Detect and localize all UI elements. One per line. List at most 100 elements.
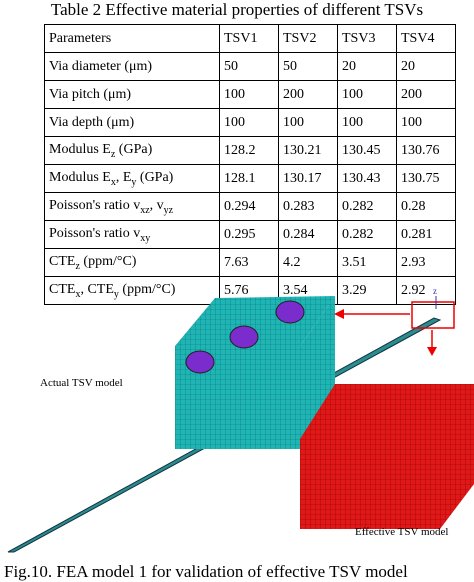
axis-label: z (433, 286, 437, 296)
table-cell: Modulus Ez (GPa) (44, 136, 220, 165)
table-cell: TSV4 (396, 24, 456, 53)
table-row: Modulus Ez (GPa) 128.2 130.21 130.45 130.76 (44, 136, 456, 165)
table-cell: 130.21 (278, 136, 338, 165)
table-cell: 2.93 (396, 248, 456, 277)
cell-text: Parameters (49, 30, 112, 46)
cell-text: Poisson's ratio v (49, 197, 141, 213)
table-cell: 7.63 (219, 248, 279, 277)
caption: Fig.10. FEA model 1 for validation of ef… (4, 562, 408, 581)
table-cell: CTEx, CTEy (ppm/°C) (44, 276, 220, 305)
subscript: y (131, 176, 137, 188)
table-cell: 3.51 (337, 248, 397, 277)
table-cell: Poisson's ratio vxy (44, 220, 220, 249)
table-cell: Poisson's ratio vxz, vyz (44, 192, 220, 221)
cell-text: , E (115, 169, 132, 185)
effective-front (300, 439, 440, 529)
table-cell: 0.294 (219, 192, 279, 221)
table-cell: TSV1 (219, 24, 279, 53)
table-cell: 0.295 (219, 220, 279, 249)
actual-label: Actual TSV model (40, 377, 123, 389)
table-title: Table 2 Effective material properties of… (50, 0, 424, 19)
table-cell: 128.2 (219, 136, 279, 165)
table-cell: Via diameter (μm) (44, 52, 220, 81)
table-cell: 200 (278, 80, 338, 109)
table-cell: 100 (278, 108, 338, 137)
table-row: Poisson's ratio vxz, vyz 0.294 0.283 0.282 0… (44, 192, 456, 221)
via (275, 300, 305, 324)
via (185, 350, 215, 374)
table-cell: 130.45 (337, 136, 397, 165)
cell-text: CTE (49, 253, 76, 269)
cell-text: Modulus E (49, 169, 111, 185)
cell-text: , v (149, 197, 164, 213)
cell-text: (ppm/°C) (118, 281, 176, 297)
effective-side (440, 394, 474, 529)
cell-text: Via diameter (μm) (49, 58, 153, 74)
table-cell: 130.75 (396, 164, 456, 193)
table-cell: Modulus Ex, Ey (GPa) (44, 164, 220, 193)
subscript: x (110, 176, 116, 188)
cell-text: CTE (49, 281, 76, 297)
cell-text: , CTE (80, 281, 114, 297)
subscript: yz (163, 204, 174, 216)
via (229, 325, 259, 349)
table-cell: 0.282 (337, 220, 397, 249)
table-cell: 3.29 (337, 276, 397, 305)
zoom-box (411, 301, 455, 329)
cell-text: Poisson's ratio v (49, 225, 141, 241)
table-cell: 100 (337, 108, 397, 137)
table-row: Via pitch (μm) 100 200 100 200 (44, 80, 456, 109)
table-row: Parameters TSV1 TSV2 TSV3 TSV4 (44, 24, 456, 53)
table-cell: 100 (337, 80, 397, 109)
arrowhead (334, 309, 344, 319)
table-cell: 4.2 (278, 248, 338, 277)
table-cell: 0.282 (337, 192, 397, 221)
subscript: xz (140, 204, 150, 216)
effective-top (300, 384, 474, 439)
cell-text: (GPa) (115, 141, 153, 157)
cell-text: (ppm/°C) (79, 253, 137, 269)
table-row: Via depth (μm) 100 100 100 100 (44, 108, 456, 137)
subscript: xy (140, 232, 151, 244)
table-cell: 0.284 (278, 220, 338, 249)
table-cell: Via depth (μm) (44, 108, 220, 137)
effective-label: Effective TSV model (355, 526, 449, 538)
table-cell: Via pitch (μm) (44, 80, 220, 109)
table-cell: 200 (396, 80, 456, 109)
table-cell: 130.43 (337, 164, 397, 193)
table-cell: 0.283 (278, 192, 338, 221)
table-cell: 100 (219, 108, 279, 137)
table-cell: 20 (396, 52, 456, 81)
subscript: z (110, 148, 116, 160)
table-cell: TSV2 (278, 24, 338, 53)
table-row: CTEz (ppm/°C) 7.63 4.2 3.51 2.93 (44, 248, 456, 277)
table-cell: 50 (219, 52, 279, 81)
table-cell: 20 (337, 52, 397, 81)
cell-text: (GPa) (136, 169, 174, 185)
table-row: Modulus Ex, Ey (GPa) 128.1 130.17 130.43 130… (44, 164, 456, 193)
table-cell: 130.76 (396, 136, 456, 165)
table-cell: 100 (219, 80, 279, 109)
table-cell: TSV3 (337, 24, 397, 53)
cell-text: Via depth (μm) (49, 114, 135, 130)
subscript: z (75, 260, 80, 272)
properties-table: Parameters TSV1 TSV2 TSV3 TSV4 Via diameter (… (44, 24, 456, 305)
arrowhead (427, 347, 437, 356)
table-row: Via diameter (μm) 50 50 20 20 (44, 52, 456, 81)
subscript: y (113, 288, 119, 300)
table-cell: 50 (278, 52, 338, 81)
table-cell: CTEz (ppm/°C) (44, 248, 220, 277)
table-cell: 100 (396, 108, 456, 137)
table-cell: 128.1 (219, 164, 279, 193)
cell-text: Via pitch (μm) (49, 86, 132, 102)
table-cell: 130.17 (278, 164, 338, 193)
fea-figure: z (7, 286, 474, 553)
table-cell: Parameters (44, 24, 220, 53)
subscript: x (75, 288, 81, 300)
table-cell: 2.92 (396, 276, 456, 305)
table-cell: 0.281 (396, 220, 456, 249)
cell-text: Modulus E (49, 141, 111, 157)
table-cell: 0.28 (396, 192, 456, 221)
table-row: Poisson's ratio vxy 0.295 0.284 0.282 0.281 (44, 220, 456, 249)
